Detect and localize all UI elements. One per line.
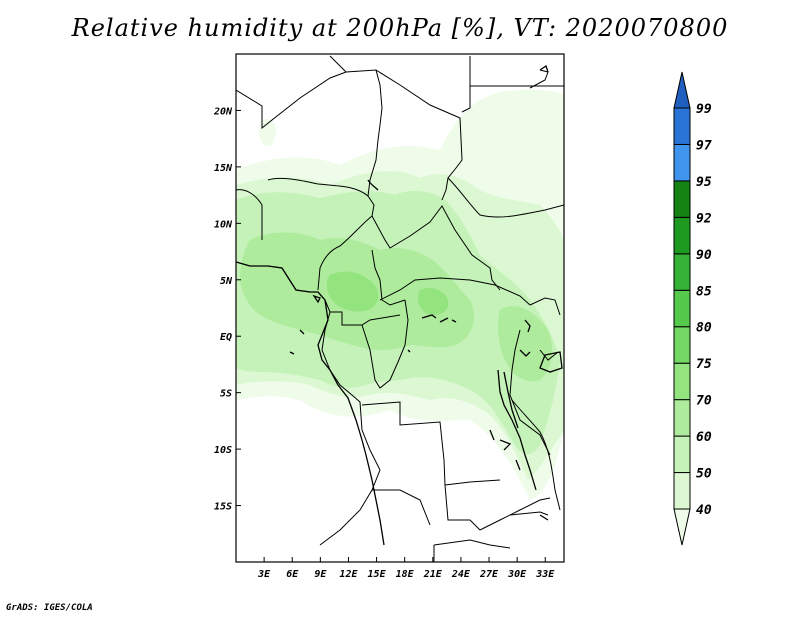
colorbar-segment (673, 435, 691, 474)
y-tick-label: 5S (220, 389, 232, 400)
colorbar: 40 50 60 70 75 80 85 90 92 95 97 99 (673, 71, 712, 546)
colorbar-label: 60 (696, 430, 712, 445)
x-tick-label: 9E (314, 569, 327, 580)
colorbar-segment (673, 472, 691, 510)
colorbar-top-arrow (673, 71, 691, 109)
credit-label: GrADS: IGES/COLA (6, 603, 93, 613)
y-tick-label: 10S (214, 445, 232, 456)
colorbar-bottom-arrow (673, 508, 691, 546)
x-axis: 3E 6E 9E 12E 15E 18E 21E 24E 27E 30E 33E (257, 557, 555, 580)
colorbar-label: 97 (696, 138, 712, 153)
colorbar-label: 75 (696, 357, 712, 372)
y-tick-label: 5N (220, 276, 233, 287)
country-borders (236, 55, 564, 562)
colorbar-label: 99 (696, 102, 712, 117)
x-tick-label: 3E (257, 569, 271, 580)
x-tick-label: 15E (368, 569, 387, 580)
plot-frame (235, 53, 565, 563)
y-tick-label: 15N (214, 163, 233, 174)
colorbar-segment (673, 143, 691, 182)
humidity-shading (236, 89, 564, 501)
x-tick-label: 30E (507, 569, 527, 580)
colorbar-segment (673, 253, 691, 291)
x-tick-label: 6E (286, 569, 299, 580)
colorbar-label: 92 (696, 211, 712, 226)
y-tick-label: 10N (214, 219, 233, 230)
colorbar-segment (673, 399, 691, 437)
y-tick-label: 15S (214, 502, 232, 513)
colorbar-segment (673, 362, 691, 401)
coastlines (236, 64, 563, 546)
colorbar-label: 80 (696, 321, 712, 336)
x-tick-label: 18E (396, 569, 415, 580)
colorbar-label: 90 (696, 248, 712, 263)
x-tick-label: 33E (535, 569, 555, 580)
y-tick-label: 20N (213, 106, 233, 117)
colorbar-segment (673, 326, 691, 364)
y-axis: 20N 15N 10N 5N EQ 5S 10S 15S (213, 106, 241, 513)
chart-title: Relative humidity at 200hPa [%], VT: 202… (71, 14, 729, 42)
x-tick-label: 21E (423, 569, 443, 580)
colorbar-label: 50 (696, 467, 712, 482)
x-tick-label: 24E (451, 569, 471, 580)
colorbar-label: 70 (696, 394, 712, 409)
colorbar-segment (673, 180, 691, 218)
colorbar-label: 85 (696, 284, 712, 299)
x-tick-label: 27E (479, 569, 499, 580)
x-tick-label: 12E (339, 569, 358, 580)
colorbar-label: 40 (696, 503, 712, 518)
colorbar-segment (673, 216, 691, 255)
colorbar-segment (673, 107, 691, 145)
colorbar-segment (673, 289, 691, 328)
y-tick-label: EQ (220, 332, 232, 343)
colorbar-label: 95 (696, 175, 712, 190)
